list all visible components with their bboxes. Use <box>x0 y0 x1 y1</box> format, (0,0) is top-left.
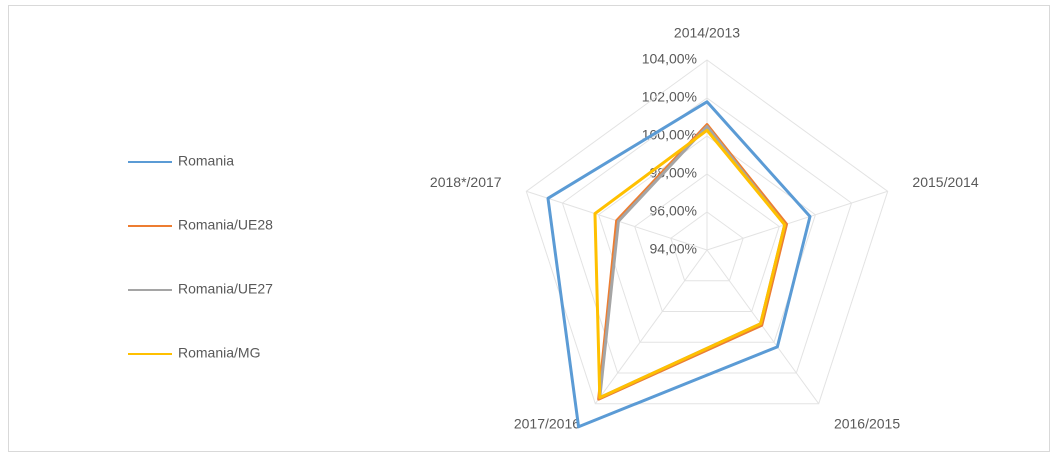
series-line <box>593 128 787 400</box>
r-tick-label: 100,00% <box>642 127 697 143</box>
spoke <box>706 249 820 405</box>
grid-ring <box>525 59 889 405</box>
legend-label: Romania/MG <box>178 345 260 361</box>
grid-ring <box>670 211 744 282</box>
legend-label: Romania/UE27 <box>178 281 273 297</box>
r-tick-label: 104,00% <box>642 51 697 67</box>
category-label: 2015/2014 <box>912 174 978 190</box>
category-label: 2014/2013 <box>674 25 740 41</box>
spoke <box>594 249 708 405</box>
category-label: 2017/2016 <box>514 415 580 431</box>
grid-ring <box>634 173 780 312</box>
chart-area <box>8 5 1050 452</box>
legend-label: Romania/UE28 <box>178 217 273 233</box>
r-tick-label: 102,00% <box>642 89 697 105</box>
r-tick-label: 94,00% <box>650 241 697 257</box>
series-line <box>546 100 812 429</box>
category-label: 2016/2015 <box>834 415 900 431</box>
grid-ring <box>561 97 853 374</box>
spoke <box>706 190 888 251</box>
legend-label: Romania <box>178 153 234 169</box>
category-label: 2018*/2017 <box>430 174 502 190</box>
